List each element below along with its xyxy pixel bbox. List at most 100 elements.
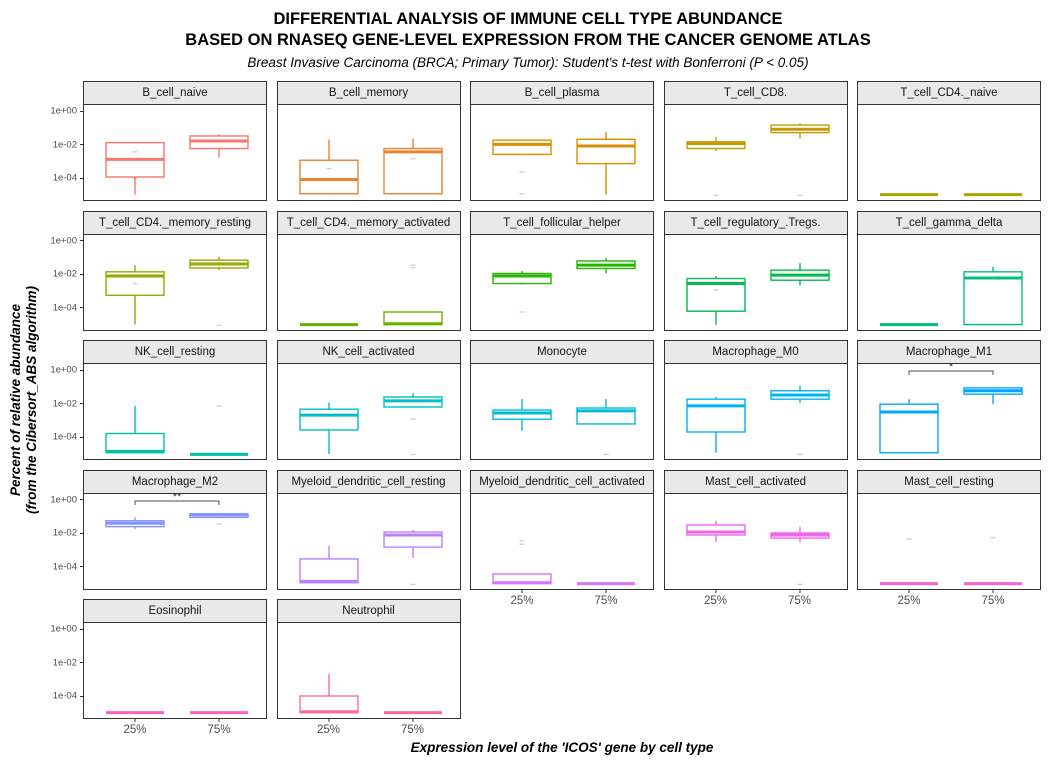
y-tick-mark (80, 110, 83, 112)
boxplot-svg (106, 711, 248, 715)
x-tick-mark (134, 719, 136, 722)
x-tick-mark (521, 589, 523, 593)
facet-panel-T_cell_follicular_helper: T_cell_follicular_helper (470, 210, 654, 331)
boxplot-svg (492, 399, 636, 456)
facet-strip-label: Myeloid_dendritic_cell_activated (470, 469, 654, 494)
y-tick-label: 1e-04 (52, 172, 77, 184)
x-tick-label: 25% (316, 724, 341, 736)
significance-label: ** (173, 494, 182, 503)
facet-panel-T_cell_gamma_delta: T_cell_gamma_delta (857, 210, 1041, 331)
y-tick-label: 1e+00 (50, 494, 77, 505)
facet-grid: B_cell_naive 1e+00 1e-02 1e-04 B_cell_memory… (50, 81, 1041, 736)
facet-strip-label: T_cell_gamma_delta (857, 210, 1041, 235)
chart-subtitle: Breast Invasive Carcinoma (BRCA; Primary… (247, 55, 809, 70)
y-tick-mark (80, 436, 83, 438)
boxplot-svg (299, 263, 443, 326)
facet-plot-area (663, 234, 848, 331)
facet-strip-label: Neutrophil (276, 599, 461, 623)
facet-panel-Mast_cell_activated: Mast_cell_activated 25% 75% (663, 469, 848, 607)
x-tick-label: 75% (400, 724, 425, 736)
facet-strip-label: NK_cell_activated (276, 340, 461, 364)
facet-strip-label: NK_cell_resting (83, 340, 267, 364)
facet-plot-area (663, 105, 848, 201)
chart-title: DIFFERENTIAL ANALYSIS OF IMMUNE CELL TYP… (0, 9, 1056, 51)
facet-panel-T_cell_regulatory_.Tregs.: T_cell_regulatory_.Tregs. (663, 210, 848, 331)
y-tick-label: 1e-02 (52, 657, 77, 668)
boxplot-svg (492, 131, 636, 195)
facet-plot-area (470, 234, 654, 331)
x-tick-label: 75% (787, 594, 812, 607)
facet-strip-label: T_cell_follicular_helper (470, 210, 654, 235)
boxplot-svg (105, 134, 249, 195)
x-tick-label: 75% (594, 594, 618, 607)
facet-plot-area (470, 493, 654, 590)
boxplot-svg (880, 536, 1022, 585)
boxplot-svg (685, 520, 830, 585)
x-axis-title: Expression level of the 'ICOS' gene by c… (410, 740, 714, 755)
facet-strip-label: Mast_cell_activated (663, 469, 848, 494)
boxplot-svg (298, 674, 442, 715)
facet-panel-Macrophage_M2: Macrophage_M2 ** 1e+00 1e-02 1e-04 (50, 469, 267, 590)
facet-plot-area (276, 623, 461, 719)
facet-strip-label: B_cell_plasma (470, 81, 654, 105)
y-tick-label: 1e-04 (52, 431, 77, 443)
facet-panel-T_cell_CD4._naive: T_cell_CD4._naive (857, 81, 1041, 201)
significance-label: * (949, 364, 954, 373)
facet-strip-label: B_cell_naive (83, 81, 267, 105)
boxplot-svg (492, 257, 636, 313)
y-axis-title-line1: Percent of relative abundance (8, 303, 23, 497)
y-tick-label: 1e-02 (52, 527, 77, 539)
y-tick-mark (80, 628, 83, 630)
y-tick-label: 1e-04 (52, 302, 77, 313)
y-tick-mark (80, 403, 83, 404)
y-tick-label: 1e+00 (50, 364, 77, 376)
y-tick-mark (80, 240, 83, 241)
y-tick-mark (80, 307, 83, 308)
y-tick-label: 1e+00 (50, 623, 77, 635)
facet-strip-label: T_cell_CD4._naive (857, 81, 1041, 105)
x-tick-mark (715, 589, 716, 593)
facet-panel-Myeloid_dendritic_cell_resting: Myeloid_dendritic_cell_resting (276, 469, 461, 590)
facet-plot-area (276, 364, 461, 460)
facet-plot-area (83, 105, 267, 201)
boxplot-svg (492, 539, 635, 585)
facet-strip-label: T_cell_CD4._memory_resting (83, 210, 267, 235)
facet-strip-label: Macrophage_M2 (83, 469, 267, 494)
facet-panel-B_cell_plasma: B_cell_plasma (470, 81, 654, 201)
x-tick-mark (992, 589, 994, 593)
y-tick-label: 1e-02 (52, 268, 77, 280)
facet-plot-area (857, 234, 1041, 331)
facet-panel-Neutrophil: Neutrophil 25% 75% (276, 599, 461, 736)
boxplot-svg: * (879, 364, 1023, 454)
x-tick-mark (218, 719, 220, 722)
y-tick-label: 1e+00 (50, 235, 77, 246)
x-tick-label: 25% (897, 594, 921, 607)
facet-panel-Macrophage_M1: Macrophage_M1 * (857, 340, 1041, 460)
y-tick-mark (80, 532, 83, 534)
facet-plot-area: ** (83, 493, 267, 590)
boxplot-svg (105, 405, 248, 456)
y-tick-label: 1e-04 (52, 690, 77, 702)
facet-panel-Mast_cell_resting: Mast_cell_resting 25% 75% (857, 469, 1041, 607)
y-tick-mark (80, 695, 83, 697)
x-tick-label: 25% (123, 724, 147, 736)
facet-plot-area (663, 493, 848, 590)
boxplot-svg (685, 123, 830, 197)
y-tick-mark (80, 499, 83, 500)
facet-plot-area (83, 623, 267, 719)
facet-strip-label: Macrophage_M1 (857, 340, 1041, 364)
boxplot-svg (880, 193, 1022, 197)
x-tick-mark (328, 719, 329, 722)
boxplot-svg (105, 256, 249, 326)
x-tick-mark (799, 589, 800, 593)
y-tick-mark (80, 273, 83, 275)
facet-panel-B_cell_naive: B_cell_naive 1e+00 1e-02 1e-04 (50, 81, 267, 201)
facet-plot-area (276, 105, 461, 201)
facet-strip-label: B_cell_memory (276, 81, 461, 105)
chart-title-line2: BASED ON RNASEQ GENE-LEVEL EXPRESSION FR… (185, 31, 871, 49)
facet-strip-label: Mast_cell_resting (857, 469, 1041, 494)
chart-title-line1: DIFFERENTIAL ANALYSIS OF IMMUNE CELL TYP… (273, 10, 783, 28)
facet-panel-Monocyte: Monocyte (470, 340, 654, 460)
facet-panel-T_cell_CD8.: T_cell_CD8. (663, 81, 848, 201)
